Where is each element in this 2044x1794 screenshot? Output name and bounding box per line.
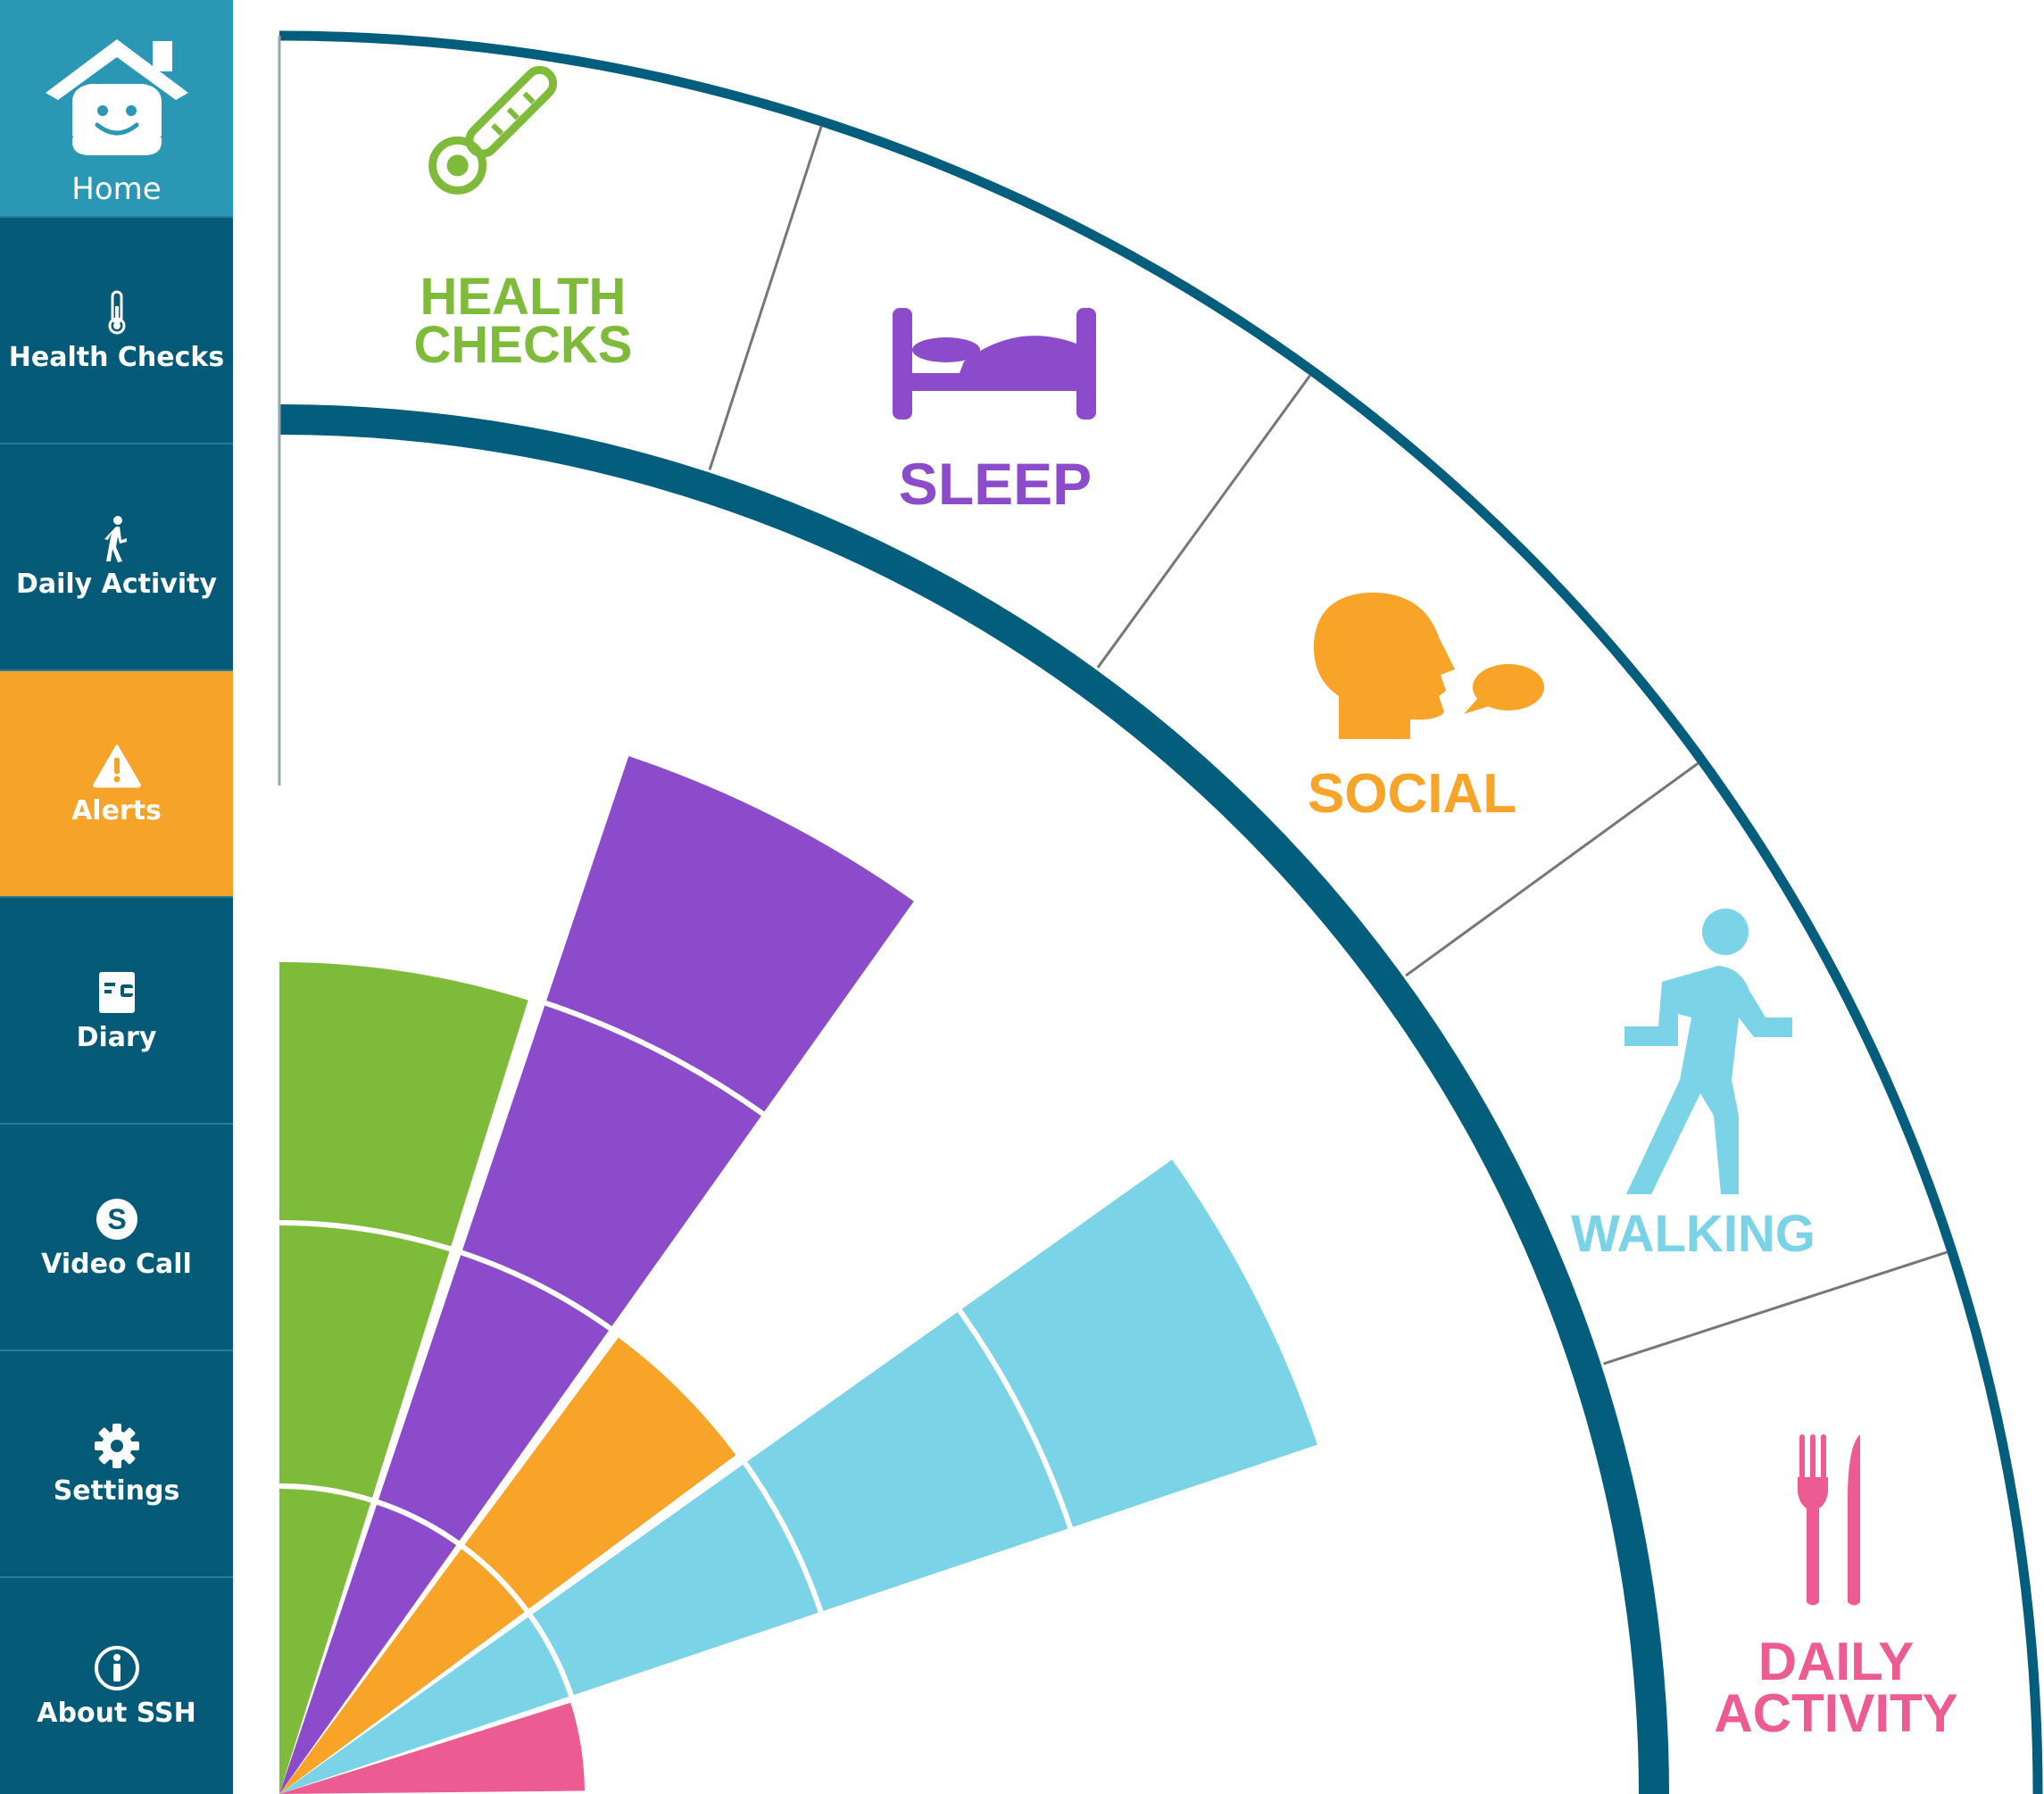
wedge-sleep-level-3 — [462, 1005, 761, 1326]
wedge-social-level-2 — [464, 1337, 736, 1609]
segment-label-line1: WALKING — [1571, 1205, 1816, 1263]
segment-sleep[interactable]: SLEEP — [893, 308, 1096, 517]
segment-label-line1: HEALTH — [420, 268, 627, 326]
segment-divider — [1405, 761, 1699, 977]
svg-text:S: S — [107, 1203, 126, 1235]
wedge-sleep-level-1 — [279, 1504, 457, 1794]
thermometer-icon — [105, 288, 129, 336]
sidebar-item-video-call[interactable]: S Video Call — [0, 1125, 233, 1351]
sidebar-item-diary[interactable]: Diary — [0, 898, 233, 1125]
walking-person-icon — [1624, 909, 1792, 1194]
thermometer-icon — [428, 65, 558, 195]
sidebar-item-health-checks[interactable]: Health Checks — [0, 218, 233, 444]
segment-divider — [708, 125, 823, 470]
segment-divider — [1096, 374, 1312, 669]
wedge-health-checks-level-2 — [279, 1225, 450, 1498]
segment-label-line1: SLEEP — [899, 451, 1092, 517]
wedge-layer — [279, 756, 1317, 1794]
wedge-daily-activity-level-1 — [279, 1702, 585, 1794]
segment-health-checks[interactable]: HEALTH CHECKS — [414, 56, 633, 374]
skype-icon: S — [94, 1195, 140, 1243]
sidebar-item-home[interactable]: Home — [0, 0, 233, 218]
sidebar-nav: Home Health Checks Daily Activity — [0, 0, 233, 1794]
segment-divider — [1603, 1250, 1948, 1366]
diary-book-icon — [97, 968, 137, 1017]
sidebar-item-alerts[interactable]: Alerts — [0, 671, 233, 898]
sidebar-item-settings[interactable]: Settings — [0, 1351, 233, 1578]
wedge-sleep-level-4 — [546, 756, 914, 1112]
segment-daily-activity[interactable]: DAILY ACTIVITY — [1714, 1434, 1958, 1743]
sidebar-item-label: Diary — [76, 1021, 157, 1053]
sidebar-item-label: Alerts — [71, 794, 162, 826]
sidebar-item-about[interactable]: About SSH — [0, 1578, 233, 1794]
segment-label-line1: DAILY — [1758, 1632, 1915, 1691]
sidebar-item-label: Health Checks — [8, 341, 225, 373]
talking-head-icon — [1313, 592, 1544, 739]
segment-walking[interactable]: WALKING — [1571, 909, 1816, 1263]
sidebar-item-label: Video Call — [41, 1248, 192, 1280]
wedge-walking-level-3 — [747, 1312, 1068, 1611]
segment-dividers — [708, 125, 1948, 1366]
inner-ring — [278, 404, 1669, 1794]
wedge-walking-level-2 — [532, 1464, 818, 1696]
outer-ring — [278, 30, 2043, 1794]
sidebar-item-label: Settings — [53, 1474, 180, 1507]
info-icon — [93, 1644, 141, 1692]
house-smiley-icon — [37, 30, 197, 168]
wedge-social-level-1 — [279, 1549, 525, 1794]
warning-triangle-icon — [92, 742, 142, 790]
sidebar-item-label: About SSH — [37, 1697, 196, 1729]
segment-social[interactable]: SOCIAL — [1308, 592, 1544, 825]
segment-label-line2: CHECKS — [414, 316, 633, 374]
segment-label-line1: SOCIAL — [1308, 763, 1516, 825]
wedge-walking-level-1 — [279, 1616, 569, 1794]
sidebar-item-label: Home — [71, 171, 162, 207]
fork-knife-icon — [1798, 1434, 1860, 1606]
sidebar-item-label: Daily Activity — [15, 568, 218, 600]
wedge-health-checks-level-3 — [279, 962, 528, 1247]
gear-icon — [93, 1422, 141, 1470]
walking-person-icon — [103, 515, 131, 563]
wedge-walking-level-4 — [961, 1159, 1317, 1527]
bed-icon — [893, 308, 1096, 419]
wedge-health-checks-level-1 — [279, 1489, 371, 1794]
sidebar-item-daily-activity[interactable]: Daily Activity — [0, 444, 233, 671]
segment-label-line2: ACTIVITY — [1714, 1683, 1957, 1743]
wedge-sleep-level-2 — [378, 1255, 610, 1541]
